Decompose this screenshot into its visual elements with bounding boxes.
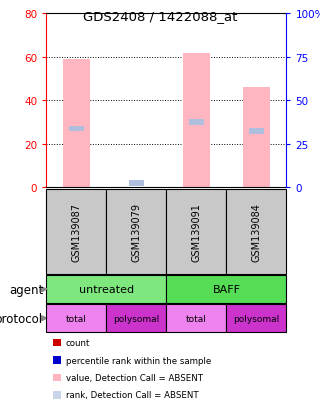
Text: rank, Detection Call = ABSENT: rank, Detection Call = ABSENT <box>66 390 198 399</box>
Bar <box>166 304 227 332</box>
Text: untreated: untreated <box>79 285 134 294</box>
Text: count: count <box>66 338 90 347</box>
Bar <box>46 189 106 275</box>
Bar <box>243 88 270 188</box>
Bar <box>106 189 166 275</box>
Bar <box>189 120 204 126</box>
Text: GSM139084: GSM139084 <box>252 202 261 261</box>
Bar <box>69 127 84 132</box>
Bar <box>106 304 166 332</box>
Bar <box>129 181 144 186</box>
Text: protocol: protocol <box>0 312 43 325</box>
Text: agent: agent <box>9 283 43 296</box>
Text: polysomal: polysomal <box>233 314 280 323</box>
Bar <box>166 189 227 275</box>
Text: polysomal: polysomal <box>113 314 160 323</box>
Text: value, Detection Call = ABSENT: value, Detection Call = ABSENT <box>66 373 203 382</box>
Text: total: total <box>186 314 207 323</box>
Bar <box>183 53 210 188</box>
Bar <box>63 60 90 188</box>
Bar <box>227 304 286 332</box>
Bar <box>227 189 286 275</box>
Text: GSM139079: GSM139079 <box>132 202 141 261</box>
Bar <box>166 275 286 304</box>
Text: BAFF: BAFF <box>212 285 240 294</box>
Text: GDS2408 / 1422088_at: GDS2408 / 1422088_at <box>83 10 237 23</box>
Bar <box>249 129 264 134</box>
Text: GSM139091: GSM139091 <box>191 202 201 261</box>
Bar <box>46 275 166 304</box>
Text: GSM139087: GSM139087 <box>71 202 81 261</box>
Bar <box>46 304 106 332</box>
Text: total: total <box>66 314 87 323</box>
Text: percentile rank within the sample: percentile rank within the sample <box>66 356 211 365</box>
